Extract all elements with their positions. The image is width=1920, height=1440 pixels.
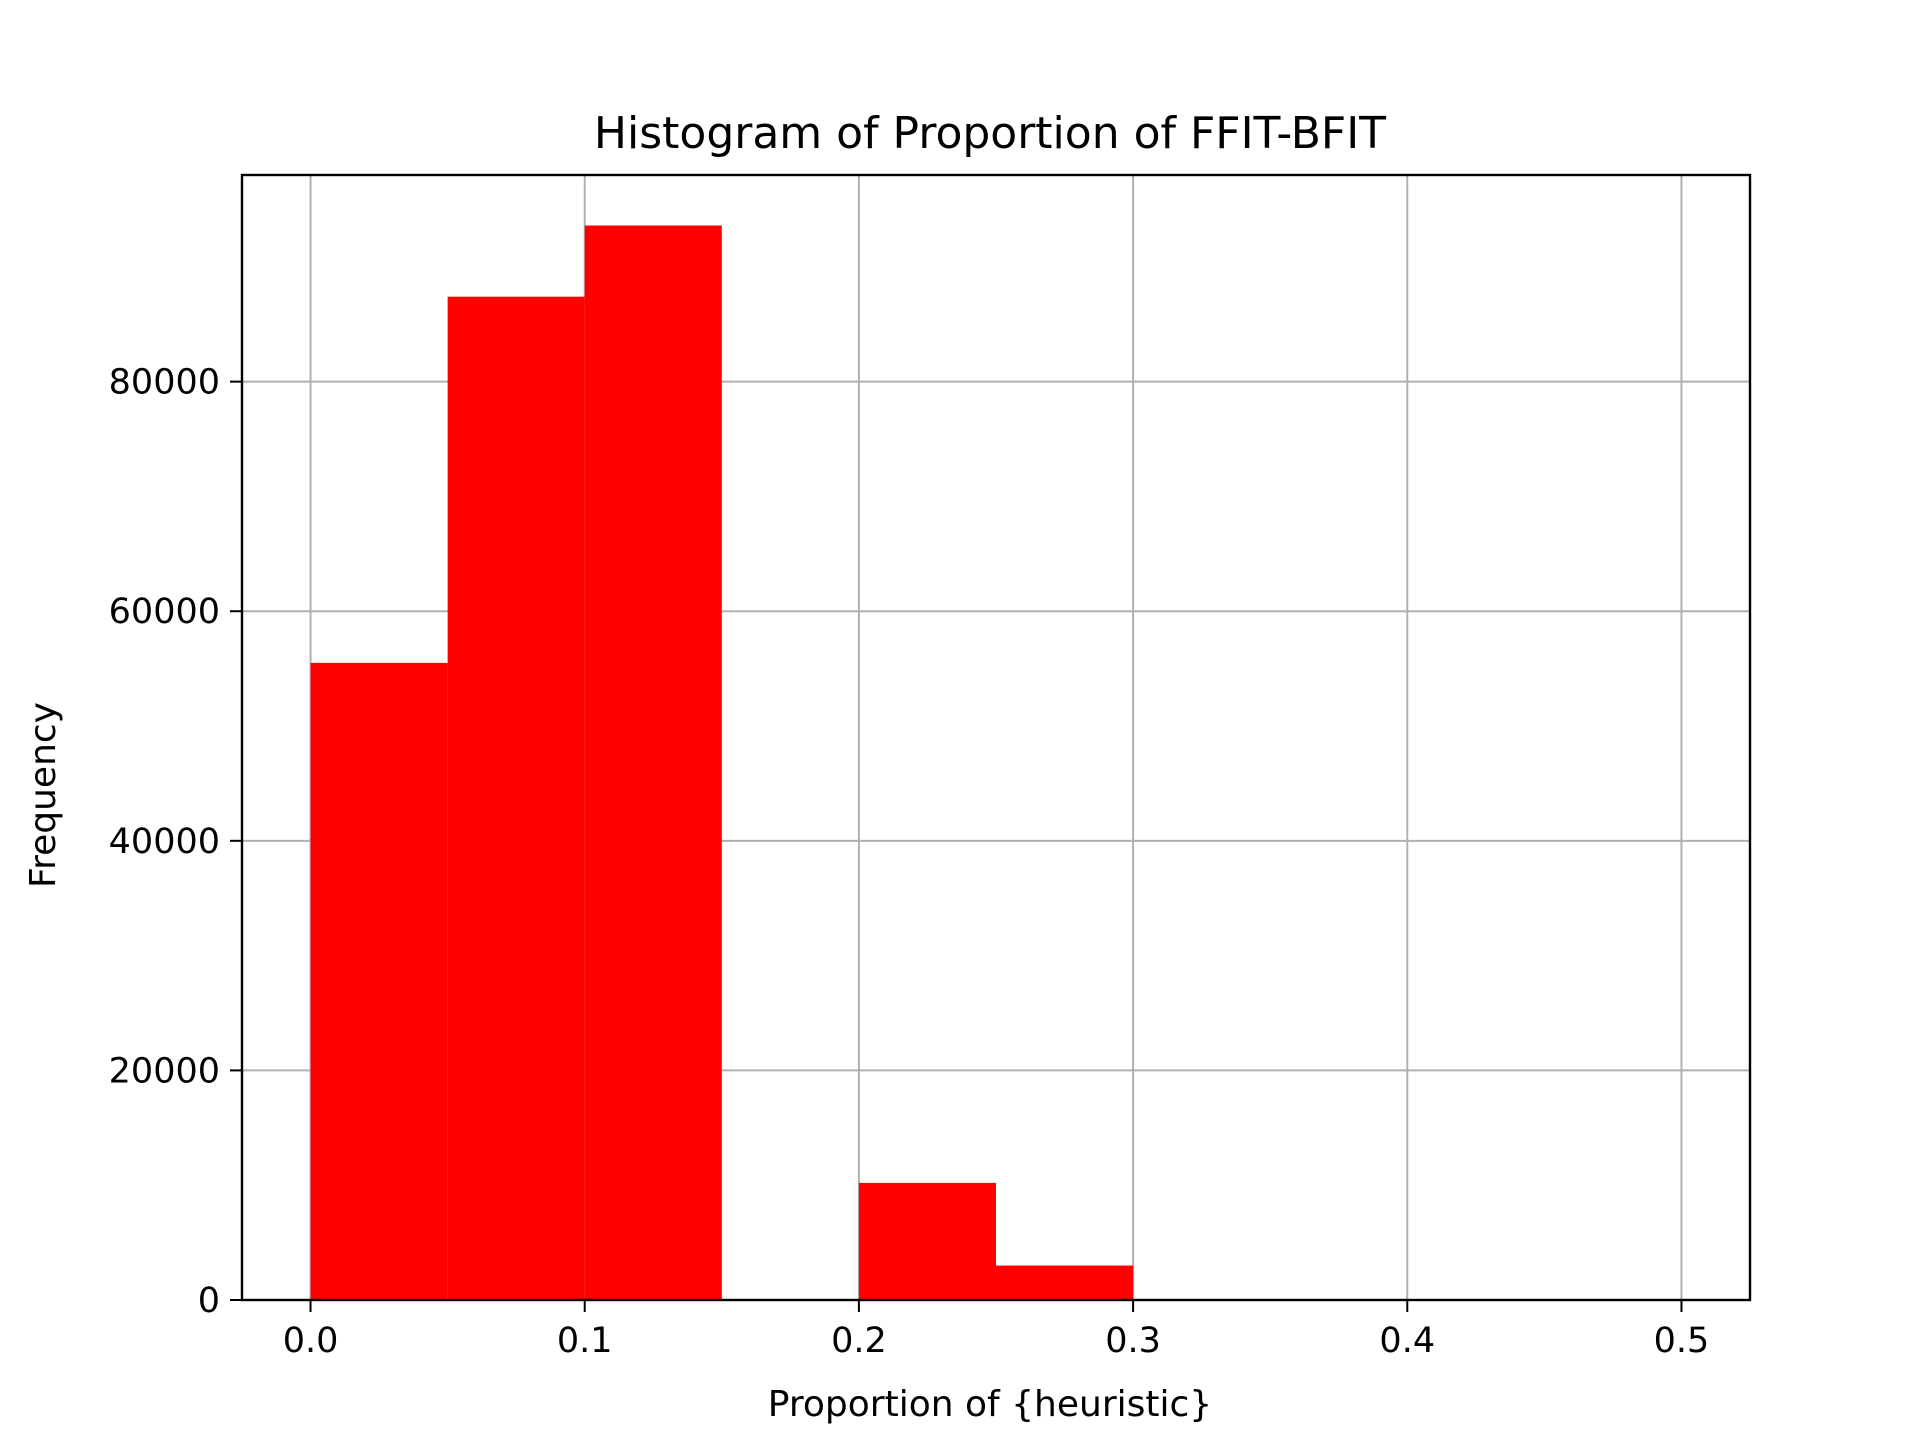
y-tick-label: 60000 [109,592,220,632]
x-axis-ticks: 0.0 0.1 0.2 0.3 0.4 0.5 [283,1300,1710,1361]
histogram-bar [858,1182,996,1300]
histogram-bar [996,1265,1134,1300]
x-tick-label: 0.1 [557,1321,613,1361]
histogram-bar [447,296,585,1300]
x-tick-label: 0.3 [1105,1321,1161,1361]
histogram-bars [310,225,1134,1300]
chart-title: Histogram of Proportion of FFIT-BFIT [594,108,1386,159]
x-axis-label: Proportion of {heuristic} [768,1384,1212,1425]
y-axis-label: Frequency [23,702,64,888]
y-tick-label: 20000 [109,1051,220,1091]
x-tick-label: 0.0 [283,1321,339,1361]
x-tick-label: 0.5 [1654,1321,1710,1361]
x-tick-label: 0.2 [831,1321,887,1361]
histogram-bar [310,662,448,1300]
y-tick-label: 80000 [109,363,220,403]
y-tick-label: 0 [198,1281,220,1321]
y-tick-label: 40000 [109,822,220,862]
histogram-bar [584,225,722,1300]
plot-frame [240,173,1752,1302]
y-axis-ticks: 0 20000 40000 60000 80000 [109,363,242,1321]
x-tick-label: 0.4 [1379,1321,1435,1361]
